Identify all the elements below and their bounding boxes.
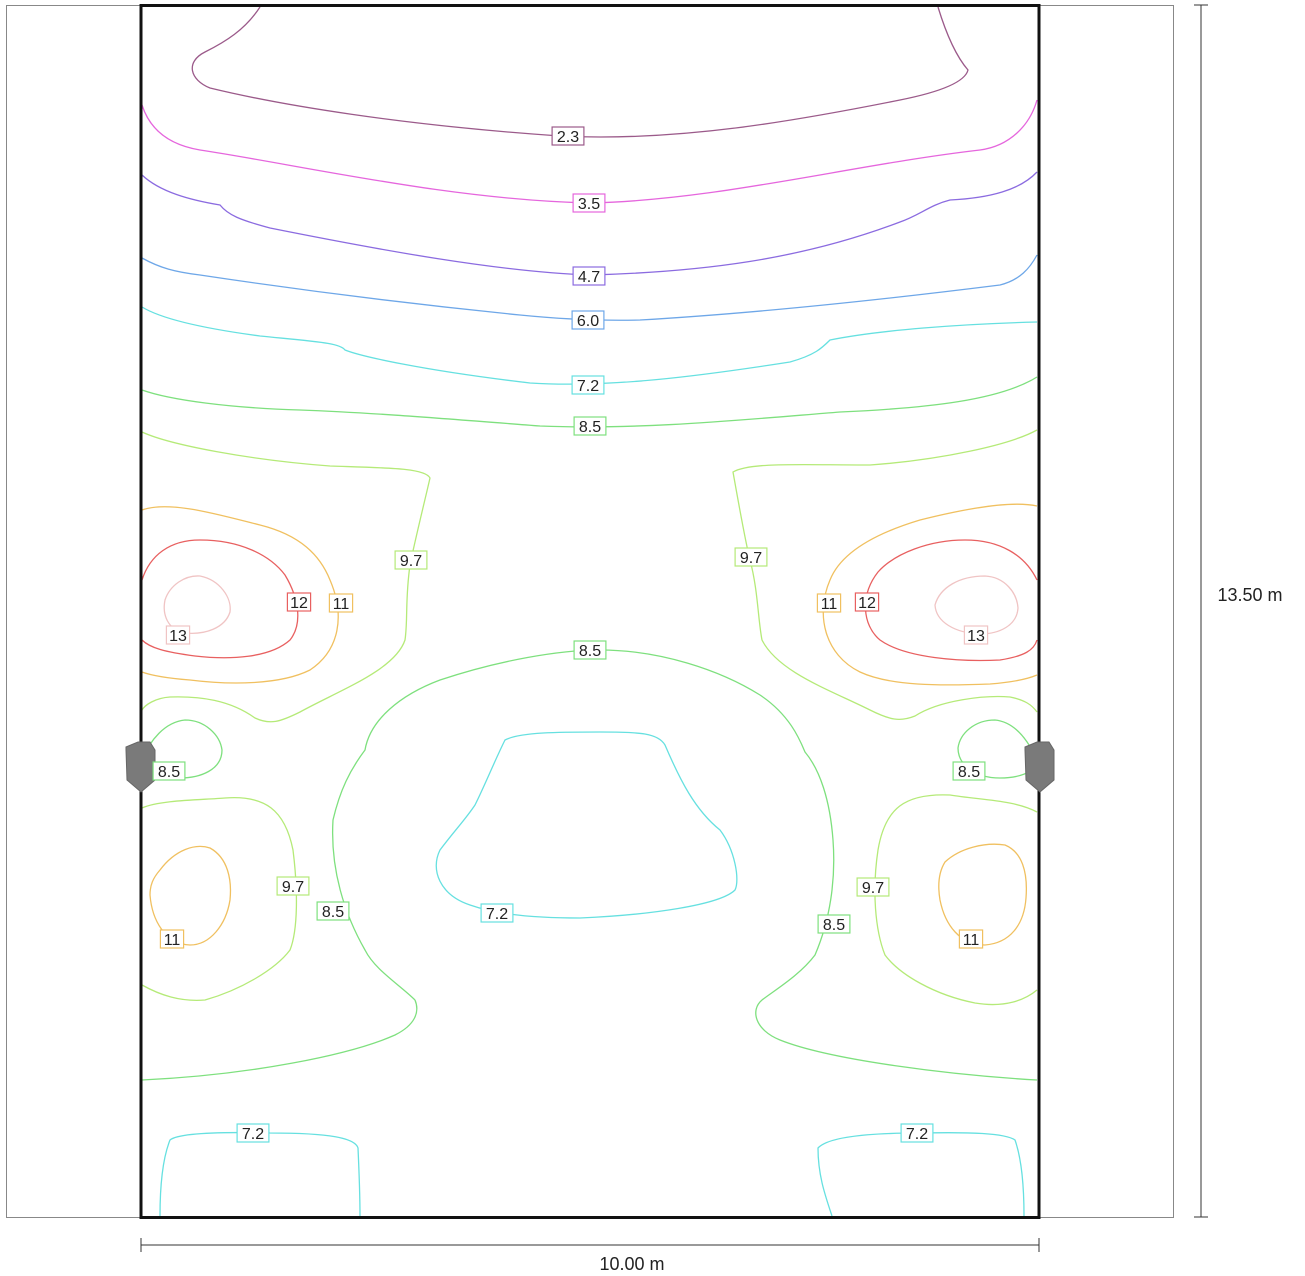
contour-label-text: 13	[169, 628, 187, 645]
contour-7.2	[818, 1133, 1024, 1216]
contour-label-9.7: 9.7	[857, 878, 889, 897]
contour-4.7	[142, 172, 1037, 275]
contour-label-text: 8.5	[958, 764, 980, 781]
contour-label-9.7: 9.7	[395, 551, 427, 570]
contour-label-8.5: 8.5	[153, 762, 185, 781]
contour-label-4.7: 4.7	[573, 267, 605, 286]
contour-label-text: 3.5	[578, 196, 600, 213]
contour-12	[865, 540, 1037, 660]
contour-label-text: 11	[963, 932, 980, 949]
contour-label-text: 13	[967, 628, 985, 645]
contour-label-7.2: 7.2	[572, 376, 604, 395]
width-dimension-label: 10.00 m	[599, 1254, 664, 1274]
contour-label-9.7: 9.7	[277, 877, 309, 896]
height-dimension	[1194, 5, 1208, 1217]
contour-label-8.5: 8.5	[317, 902, 349, 921]
contour-label-13: 13	[166, 626, 189, 645]
contour-label-13: 13	[964, 626, 987, 645]
contour-label-text: 6.0	[577, 313, 599, 330]
contour-label-text: 9.7	[282, 879, 304, 896]
contour-7.2	[436, 732, 737, 918]
contour-label-6.0: 6.0	[572, 311, 604, 330]
contour-label-text: 11	[821, 596, 838, 613]
contour-label-8.5: 8.5	[953, 762, 985, 781]
contour-label-text: 9.7	[400, 553, 422, 570]
contour-label-text: 4.7	[578, 269, 600, 286]
contour-label-7.2: 7.2	[901, 1124, 933, 1143]
contour-3.5	[142, 100, 1037, 203]
width-dimension	[141, 1238, 1039, 1252]
contour-label-text: 8.5	[579, 643, 601, 660]
contour-9.7	[875, 795, 1037, 1005]
luminaire-right-icon	[1025, 742, 1054, 792]
contour-label-11: 11	[160, 930, 183, 949]
contour-label-text: 7.2	[906, 1126, 928, 1143]
contour-label-text: 7.2	[577, 378, 599, 395]
contour-label-11: 11	[817, 594, 840, 613]
contour-8.5	[142, 650, 1037, 1080]
contour-9.7	[733, 430, 1037, 719]
contour-label-text: 8.5	[579, 419, 601, 436]
contour-label-2.3: 2.3	[552, 127, 584, 146]
height-dimension-label: 13.50 m	[1217, 585, 1282, 605]
contour-label-7.2: 7.2	[481, 904, 513, 923]
contour-label-12: 12	[287, 593, 310, 612]
contour-13	[935, 576, 1018, 634]
contour-2.3	[192, 7, 968, 137]
contour-9.7	[142, 798, 296, 1001]
contour-label-9.7: 9.7	[735, 548, 767, 567]
contour-label-text: 9.7	[740, 550, 762, 567]
contour-label-text: 9.7	[862, 880, 884, 897]
contour-label-12: 12	[855, 593, 878, 612]
contour-label-text: 11	[164, 932, 181, 949]
contour-label-text: 12	[290, 595, 308, 612]
contour-label-text: 7.2	[242, 1126, 264, 1143]
outer-frame	[7, 6, 1174, 1218]
contour-label-text: 12	[858, 595, 876, 612]
contour-label-text: 8.5	[823, 917, 845, 934]
contour-label-3.5: 3.5	[573, 194, 605, 213]
contour-label-11: 11	[959, 930, 982, 949]
contour-label-text: 7.2	[486, 906, 508, 923]
contour-13	[164, 576, 230, 633]
contour-label-11: 11	[329, 594, 352, 613]
room-outline	[141, 6, 1039, 1218]
contour-label-7.2: 7.2	[237, 1124, 269, 1143]
contour-label-text: 11	[333, 596, 350, 613]
contour-label-text: 8.5	[158, 764, 180, 781]
contour-7.2	[160, 1133, 360, 1216]
contour-label-text: 2.3	[557, 129, 579, 146]
contour-label-text: 8.5	[322, 904, 344, 921]
contour-label-8.5: 8.5	[574, 641, 606, 660]
luminaire-left-icon	[126, 742, 155, 792]
contour-label-8.5: 8.5	[574, 417, 606, 436]
contour-label-8.5: 8.5	[818, 915, 850, 934]
